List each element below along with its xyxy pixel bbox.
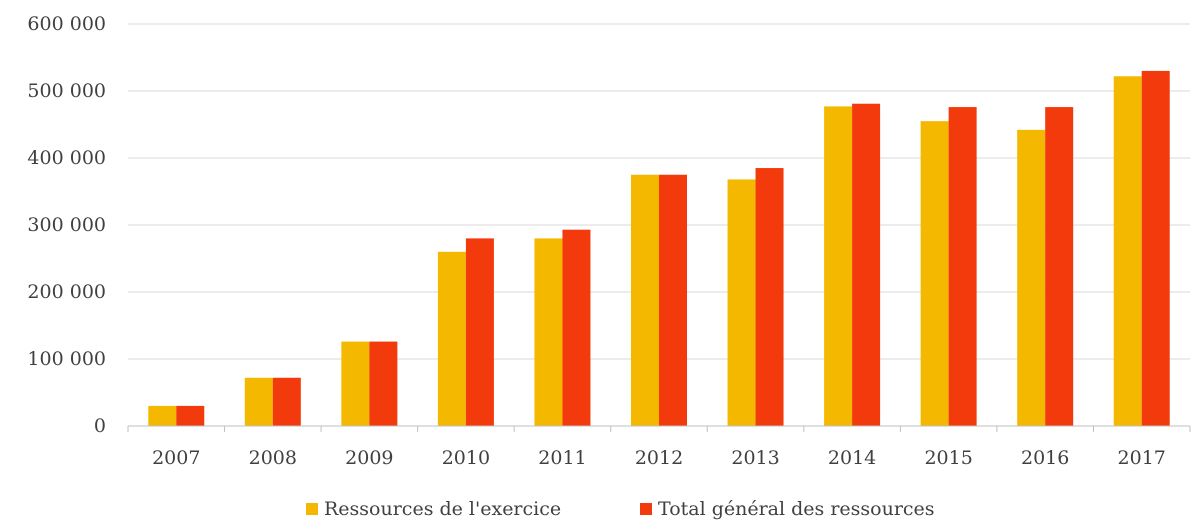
bar-total-general-2017 <box>1141 70 1170 427</box>
y-tick-label: 100 000 <box>27 348 106 370</box>
x-tick-label: 2010 <box>442 447 490 469</box>
bar-ressources-exercice-2017 <box>1113 76 1142 426</box>
bar-total-general-2010 <box>465 238 494 426</box>
x-tick-label: 2009 <box>345 447 393 469</box>
x-tick-label: 2007 <box>152 447 200 469</box>
bar-ressources-exercice-2009 <box>341 341 370 426</box>
legend: Ressources de l'exercice Total général de… <box>306 498 935 520</box>
bar-total-general-2007 <box>176 405 205 426</box>
x-tick-label: 2015 <box>924 447 972 469</box>
legend-swatch <box>640 503 652 515</box>
x-tick-label: 2013 <box>731 447 779 469</box>
y-axis-tick-labels: 0 100 000 200 000 300 000 400 000 500 000 600 … <box>27 13 106 437</box>
legend-swatch <box>306 503 318 515</box>
x-tick-label: 2008 <box>249 447 297 469</box>
x-tick-label: 2011 <box>538 447 586 469</box>
y-tick-label: 200 000 <box>27 281 106 303</box>
x-tick-label: 2016 <box>1021 447 1069 469</box>
x-axis-tick-labels: 2007 2008 2009 2010 2011 2012 2013 2014 2015 2016… <box>152 447 1166 469</box>
bar-total-general-2012 <box>659 174 687 426</box>
bar-ressources-exercice-2008 <box>244 377 273 426</box>
x-tick-label: 2017 <box>1118 447 1166 469</box>
bar-ressources-exercice-2012 <box>631 174 659 426</box>
bar-total-general-2014 <box>852 103 881 426</box>
bar-ressources-exercice-2015 <box>920 121 949 427</box>
bar-ressources-exercice-2007 <box>148 405 177 426</box>
y-tick-label: 600 000 <box>27 13 106 35</box>
y-tick-label: 300 000 <box>27 214 106 236</box>
bars <box>148 70 1170 427</box>
bar-ressources-exercice-2014 <box>824 106 853 426</box>
bar-total-general-2016 <box>1045 107 1074 426</box>
legend-label: Total général des ressources <box>658 498 935 520</box>
x-tick-label: 2012 <box>635 447 683 469</box>
x-axis <box>127 425 1191 432</box>
bar-total-general-2008 <box>272 377 301 426</box>
y-tick-label: 500 000 <box>27 80 106 102</box>
y-tick-label: 400 000 <box>27 147 106 169</box>
y-tick-label: 0 <box>94 415 106 437</box>
bar-ressources-exercice-2011 <box>534 238 563 426</box>
x-tick-label: 2014 <box>828 447 876 469</box>
bar-total-general-2011 <box>562 229 591 426</box>
bar-total-general-2013 <box>755 168 784 427</box>
legend-label: Ressources de l'exercice <box>324 498 561 520</box>
bar-ressources-exercice-2013 <box>727 179 756 426</box>
bar-ressources-exercice-2016 <box>1017 129 1046 427</box>
bar-ressources-exercice-2010 <box>437 251 466 426</box>
bar-total-general-2009 <box>369 341 398 426</box>
bar-total-general-2015 <box>948 107 977 426</box>
